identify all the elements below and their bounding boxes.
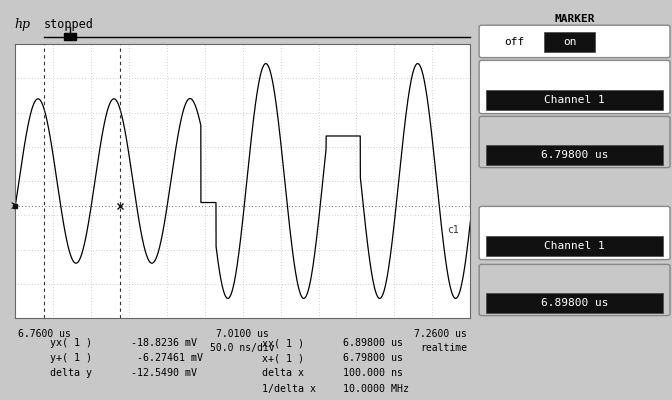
- Text: -6.27461 mV: -6.27461 mV: [131, 353, 203, 363]
- Text: 6.7600 us: 6.7600 us: [18, 329, 71, 339]
- Text: Channel 1: Channel 1: [544, 241, 605, 252]
- Text: c1: c1: [448, 225, 459, 235]
- Text: + position: + position: [489, 119, 547, 129]
- Text: stopped: stopped: [44, 18, 93, 31]
- Text: Channel 1: Channel 1: [544, 95, 605, 105]
- Text: delta x: delta x: [262, 368, 304, 378]
- Text: realtime: realtime: [420, 343, 467, 353]
- Text: 6.79800 us: 6.79800 us: [343, 353, 403, 363]
- Text: 6.89800 us: 6.89800 us: [541, 298, 608, 308]
- Text: 10.0000 MHz: 10.0000 MHz: [343, 384, 409, 394]
- Text: 1/delta x: 1/delta x: [262, 384, 316, 394]
- Text: MARKER: MARKER: [554, 14, 595, 24]
- Text: source +: source +: [489, 64, 536, 74]
- Text: hp: hp: [15, 18, 31, 31]
- Text: 50.0 ns/div: 50.0 ns/div: [210, 343, 275, 353]
- Text: 100.000 ns: 100.000 ns: [343, 368, 403, 378]
- Text: -12.5490 mV: -12.5490 mV: [131, 368, 197, 378]
- Text: source x: source x: [489, 209, 536, 219]
- Text: 6.89800 us: 6.89800 us: [343, 338, 403, 348]
- Text: delta y: delta y: [50, 368, 93, 378]
- Text: x position: x position: [489, 267, 547, 277]
- Text: 7.2600 us: 7.2600 us: [414, 329, 467, 339]
- Text: off: off: [505, 37, 525, 47]
- Text: xx( 1 ): xx( 1 ): [262, 338, 304, 348]
- Text: yx( 1 ): yx( 1 ): [50, 338, 93, 348]
- Text: y+( 1 ): y+( 1 ): [50, 353, 93, 363]
- Text: on: on: [563, 37, 577, 47]
- Text: 7.0100 us: 7.0100 us: [216, 329, 269, 339]
- Text: 6.79800 us: 6.79800 us: [541, 150, 608, 160]
- Text: -18.8236 mV: -18.8236 mV: [131, 338, 197, 348]
- Text: x+( 1 ): x+( 1 ): [262, 353, 304, 363]
